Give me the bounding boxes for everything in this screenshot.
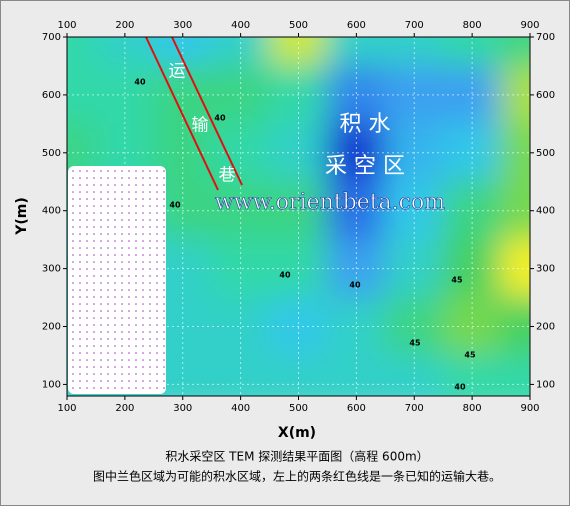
y-tick-label: 500	[536, 148, 555, 159]
y-tick-label: 600	[42, 90, 61, 101]
x-tick-label: 200	[115, 403, 134, 414]
x-tick-label: 700	[405, 403, 424, 414]
cell	[326, 64, 387, 125]
contour-label: 40	[134, 78, 146, 87]
contour-label: 45	[409, 339, 421, 348]
x-tick-label: 900	[520, 20, 539, 31]
cell	[268, 354, 329, 396]
cell	[326, 354, 387, 396]
y-tick-label: 100	[536, 379, 555, 390]
cell	[500, 180, 530, 241]
cell	[326, 180, 387, 241]
cell	[268, 37, 329, 67]
cell	[500, 238, 530, 299]
cell	[67, 37, 97, 67]
annotation: 积 水	[340, 112, 391, 137]
x-tick-label: 800	[463, 20, 482, 31]
y-tick-label: 500	[42, 148, 61, 159]
cell	[442, 37, 503, 67]
annotation: 巷	[219, 166, 236, 186]
cell	[500, 354, 530, 396]
cell	[94, 64, 155, 125]
y-tick-label: 200	[42, 322, 61, 333]
x-tick-label: 400	[231, 20, 250, 31]
annotation: 运	[169, 62, 186, 82]
blank-area-dots	[68, 166, 166, 394]
annotation: 输	[192, 116, 209, 136]
contour-label: 40	[349, 281, 361, 290]
cell	[210, 354, 271, 396]
x-tick-label: 100	[57, 403, 76, 414]
cell	[326, 296, 387, 357]
cell	[500, 296, 530, 357]
x-tick-label: 400	[231, 403, 250, 414]
contour-label: 40	[279, 271, 291, 280]
cell	[384, 64, 445, 125]
overlay: 运输巷 积 水采 空 区 www.orientbeta.com 40 40 40 40 40 4…	[134, 62, 476, 392]
cell	[210, 64, 271, 125]
x-tick-label: 300	[173, 20, 192, 31]
x-tick-label: 900	[520, 403, 539, 414]
y-tick-label: 300	[42, 264, 61, 275]
plot-border	[66, 36, 531, 397]
contour-label: 40	[214, 114, 226, 123]
cell	[384, 37, 445, 67]
y-tick-label: 300	[536, 264, 555, 275]
annotation: www.orientbeta.com	[215, 190, 445, 215]
cell	[67, 64, 97, 125]
cell	[384, 180, 445, 241]
cell	[500, 64, 530, 125]
cell	[94, 37, 155, 67]
cell	[500, 37, 530, 67]
y-tick-label: 700	[536, 32, 555, 43]
x-tick-label: 600	[347, 20, 366, 31]
cell	[442, 354, 503, 396]
x-tick-label: 600	[347, 403, 366, 414]
x-tick-label: 500	[289, 20, 308, 31]
x-tick-label: 200	[115, 20, 134, 31]
caption: 积水采空区 TEM 探测结果平面图（高程 600m）	[165, 449, 428, 464]
cell	[384, 354, 445, 396]
y-tick-label: 100	[42, 379, 61, 390]
annotation: 采 空 区	[325, 154, 405, 179]
y-axis-label: Y(m)	[14, 197, 30, 236]
y-tick-label: 200	[536, 322, 555, 333]
x-tick-label: 100	[57, 20, 76, 31]
cell	[210, 180, 271, 241]
caption: 图中兰色区域为可能的积水区域，左上的两条红色线是一条已知的运输大巷。	[93, 469, 501, 484]
y-tick-label: 400	[536, 206, 555, 217]
contour-label: 40	[169, 201, 181, 210]
cell	[384, 296, 445, 357]
y-tick-label: 600	[536, 90, 555, 101]
contour-label: 40	[454, 383, 466, 392]
y-tick-label: 400	[42, 206, 61, 217]
cell	[326, 37, 387, 67]
cell	[210, 37, 271, 67]
contour-label: 45	[464, 351, 476, 360]
tunnel-line	[171, 36, 243, 186]
cell	[500, 122, 530, 183]
x-tick-label: 800	[463, 403, 482, 414]
tunnel-line	[145, 36, 219, 191]
cell	[210, 296, 271, 357]
x-tick-label: 300	[173, 403, 192, 414]
contour-label: 45	[451, 276, 463, 285]
x-tick-label: 700	[405, 20, 424, 31]
x-axis-label: X(m)	[278, 425, 316, 441]
x-tick-label: 500	[289, 403, 308, 414]
y-tick-label: 700	[42, 32, 61, 43]
